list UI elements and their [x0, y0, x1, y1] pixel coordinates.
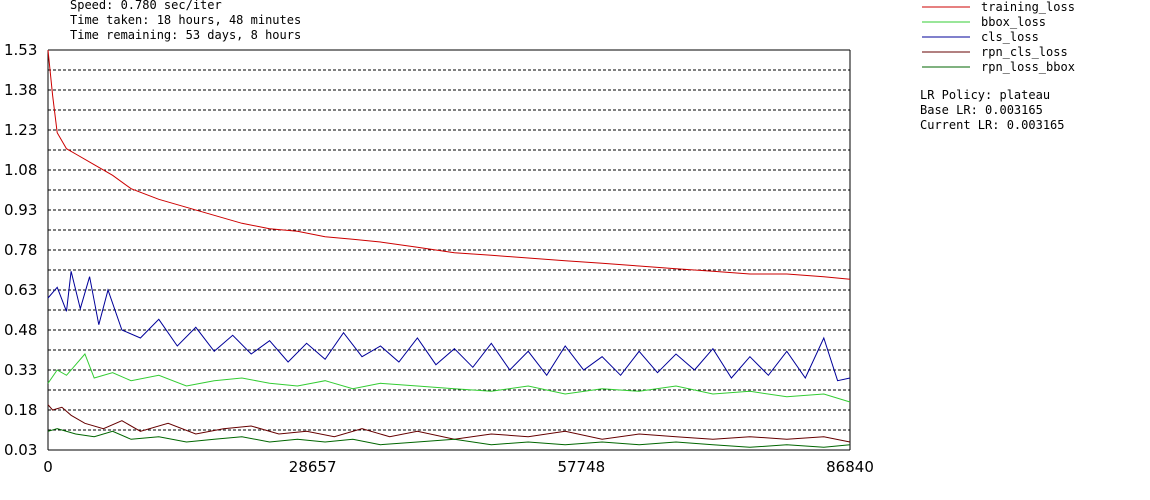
series-line-bbox-loss — [47, 353, 851, 403]
legend-label: rpn_cls_loss — [981, 45, 1068, 59]
legend-label: bbox_loss — [981, 15, 1046, 29]
x-tick-label: 0 — [43, 458, 53, 476]
legend-label: rpn_loss_bbox — [981, 60, 1075, 74]
y-tick-label: 1.38 — [4, 81, 37, 99]
legend-label: training_loss — [981, 0, 1075, 14]
series-line-cls-loss — [47, 271, 851, 382]
y-tick-label: 0.93 — [4, 201, 37, 219]
y-tick-label: 0.63 — [4, 281, 37, 299]
y-tick-label: 0.18 — [4, 401, 37, 419]
x-tick-label: 86840 — [826, 458, 874, 476]
x-axis-ticks: 0 28657 57748 86840 — [43, 458, 874, 476]
axes — [47, 49, 851, 451]
series-line-rpn-loss-bbox — [47, 428, 851, 448]
grid-lines — [48, 69, 850, 431]
y-tick-label: 0.78 — [4, 241, 37, 259]
series-lines — [47, 49, 851, 448]
x-tick-label: 57748 — [557, 458, 605, 476]
y-tick-label: 1.23 — [4, 121, 37, 139]
legend: training_lossbbox_losscls_lossrpn_cls_lo… — [922, 0, 1075, 74]
speed-text: Speed: 0.780 sec/iter — [70, 0, 222, 12]
current-lr-text: Current LR: 0.003165 — [920, 118, 1065, 132]
series-line-rpn-cls-loss — [47, 404, 851, 443]
base-lr-text: Base LR: 0.003165 — [920, 103, 1043, 117]
legend-label: cls_loss — [981, 30, 1039, 44]
y-tick-label: 0.03 — [4, 441, 37, 459]
y-tick-label: 1.53 — [4, 41, 37, 59]
time-taken-text: Time taken: 18 hours, 48 minutes — [70, 13, 302, 27]
lr-policy-text: LR Policy: plateau — [920, 88, 1051, 102]
series-line-training-loss — [47, 49, 851, 280]
time-remaining-text: Time remaining: 53 days, 8 hours — [70, 28, 302, 42]
y-axis-ticks: 0.03 0.18 0.33 0.48 0.63 0.78 0.93 1.08 1.23 1.38… — [4, 41, 37, 459]
y-tick-label: 1.08 — [4, 161, 37, 179]
y-tick-label: 0.33 — [4, 361, 37, 379]
y-tick-label: 0.48 — [4, 321, 37, 339]
x-tick-label: 28657 — [289, 458, 337, 476]
